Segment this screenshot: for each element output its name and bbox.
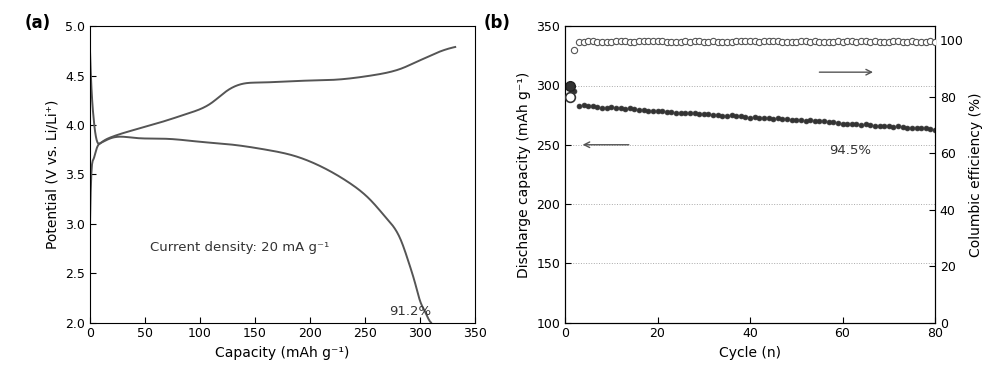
Text: (a): (a) xyxy=(25,14,51,32)
Y-axis label: Columbic efficiency (%): Columbic efficiency (%) xyxy=(969,92,983,256)
X-axis label: Cycle (n): Cycle (n) xyxy=(719,346,781,360)
Text: 94.5%: 94.5% xyxy=(829,144,871,157)
X-axis label: Capacity (mAh g⁻¹): Capacity (mAh g⁻¹) xyxy=(215,346,350,360)
Text: (b): (b) xyxy=(484,14,510,32)
Y-axis label: Discharge capacity (mAh g⁻¹): Discharge capacity (mAh g⁻¹) xyxy=(517,71,531,278)
Text: Current density: 20 mA g⁻¹: Current density: 20 mA g⁻¹ xyxy=(150,242,330,254)
Text: 91.2%: 91.2% xyxy=(389,304,431,318)
Y-axis label: Potential (V vs. Li/Li⁺): Potential (V vs. Li/Li⁺) xyxy=(46,100,60,249)
